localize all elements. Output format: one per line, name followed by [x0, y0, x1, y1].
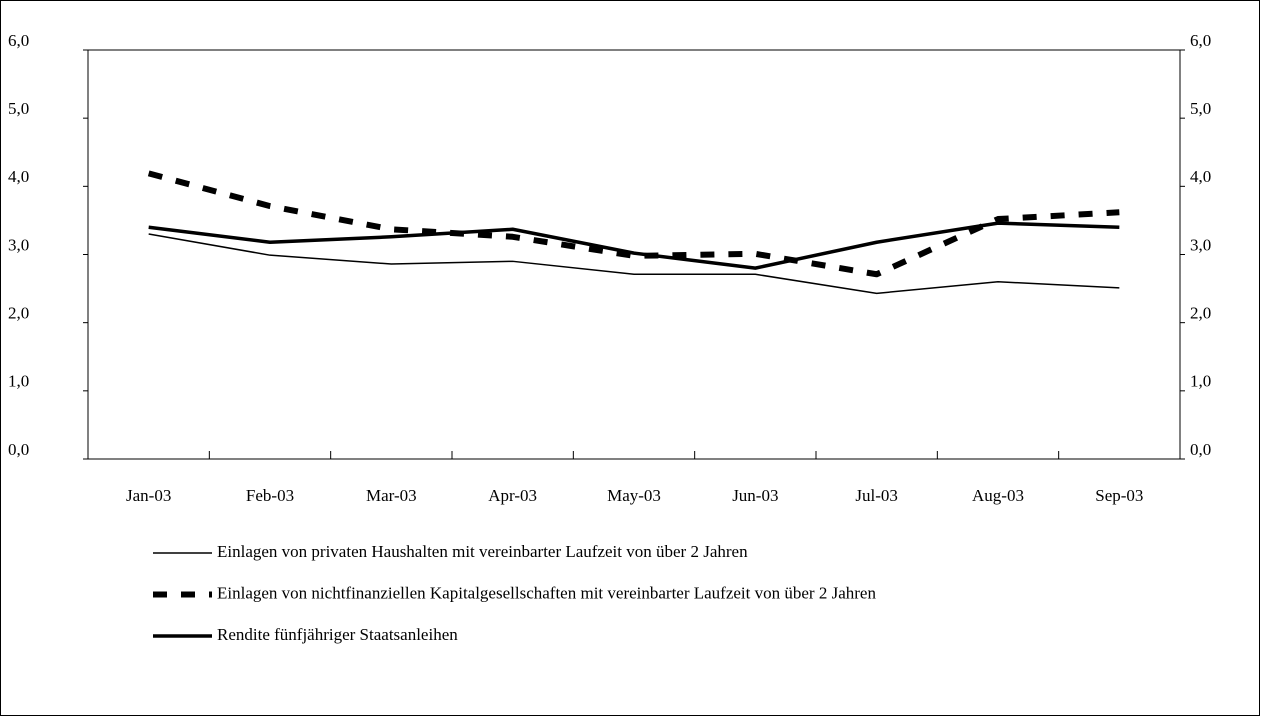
y2-tick-label: 6,0 [1190, 31, 1211, 50]
legend-label: Einlagen von nichtfinanziellen Kapitalge… [217, 583, 876, 602]
x-tick-label: Apr-03 [488, 486, 537, 505]
series-line [148, 221, 1120, 270]
y-tick-label: 0,0 [8, 440, 29, 459]
x-tick-label: Jun-03 [732, 486, 778, 505]
x-tick-label: Mar-03 [366, 486, 417, 505]
y2-tick-label: 5,0 [1190, 99, 1211, 118]
y2-tick-label: 4,0 [1190, 167, 1211, 186]
x-tick-label: May-03 [607, 486, 661, 505]
y-tick-label: 1,0 [8, 372, 29, 391]
legend-label: Rendite fünfjähriger Staatsanleihen [217, 625, 458, 644]
y-tick-label: 2,0 [8, 304, 29, 323]
y-tick-label: 4,0 [8, 167, 29, 186]
y-tick-label: 5,0 [8, 99, 29, 118]
x-tick-label: Sep-03 [1095, 486, 1143, 505]
y-tick-label: 6,0 [8, 31, 29, 50]
y2-tick-label: 0,0 [1190, 440, 1211, 459]
x-tick-label: Jan-03 [126, 486, 171, 505]
x-tick-label: Jul-03 [855, 486, 898, 505]
y2-tick-label: 2,0 [1190, 304, 1211, 323]
x-tick-label: Aug-03 [972, 486, 1024, 505]
y2-tick-label: 1,0 [1190, 372, 1211, 391]
x-tick-label: Feb-03 [246, 486, 294, 505]
legend-label: Einlagen von privaten Haushalten mit ver… [217, 542, 748, 561]
y2-tick-label: 3,0 [1190, 235, 1211, 254]
y-tick-label: 3,0 [8, 235, 29, 254]
series-line [148, 233, 1120, 295]
